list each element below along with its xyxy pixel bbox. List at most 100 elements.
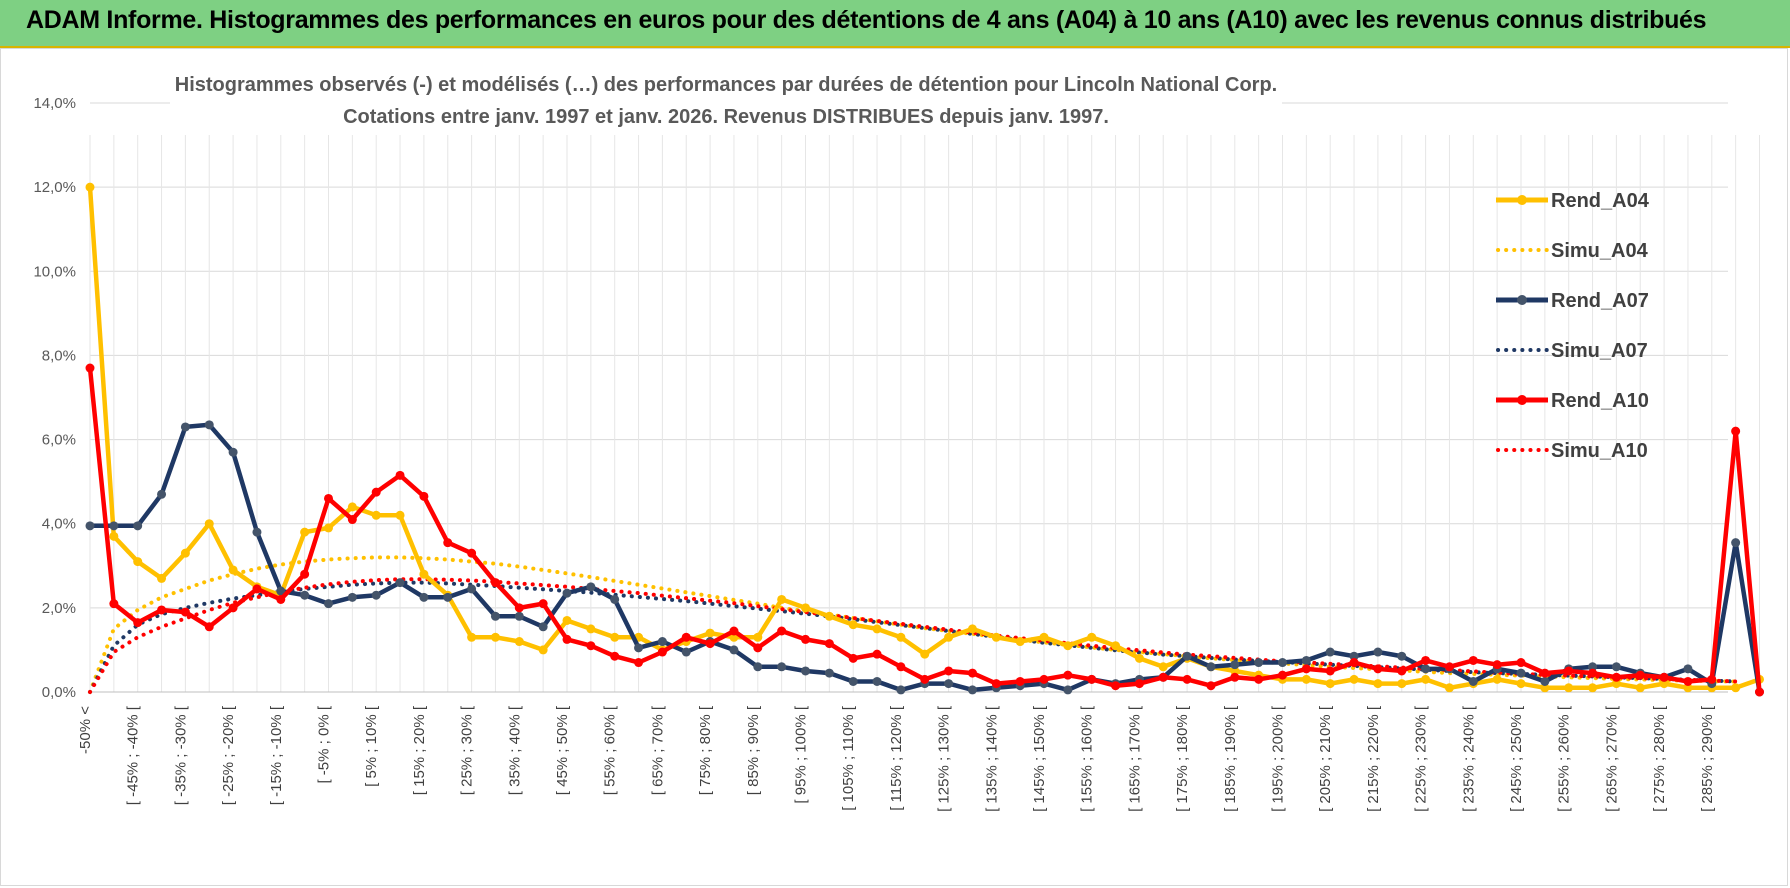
data-point bbox=[801, 634, 810, 644]
data-point bbox=[1373, 679, 1383, 689]
data-point bbox=[1492, 660, 1502, 670]
grid-lines bbox=[89, 102, 1760, 693]
data-point bbox=[1301, 655, 1311, 665]
data-point bbox=[85, 363, 95, 373]
data-point bbox=[538, 645, 548, 655]
data-point bbox=[1588, 668, 1598, 678]
legend-marker bbox=[1517, 195, 1527, 205]
chart-subtitle: Cotations entre janv. 1997 et janv. 2026… bbox=[343, 106, 1109, 128]
data-point bbox=[419, 592, 429, 602]
y-tick-label: 12,0% bbox=[33, 179, 76, 196]
data-point bbox=[729, 645, 739, 655]
data-point bbox=[1635, 683, 1645, 693]
legend-item-Simu_A07: Simu_A07 bbox=[1496, 340, 1648, 362]
data-point bbox=[1301, 674, 1311, 684]
chart-frame bbox=[0, 48, 1788, 886]
data-point bbox=[967, 668, 977, 678]
x-tick-label: [ -15% ; -10% [ bbox=[268, 705, 285, 805]
x-tick-label: [ 155% ; 160% [ bbox=[1079, 705, 1096, 812]
data-point bbox=[1278, 670, 1287, 680]
data-point bbox=[896, 662, 906, 672]
data-point bbox=[586, 641, 596, 651]
data-point bbox=[944, 679, 954, 689]
data-point bbox=[419, 491, 429, 501]
data-point bbox=[1611, 662, 1621, 672]
data-point bbox=[1039, 632, 1049, 642]
data-point bbox=[1397, 666, 1407, 676]
report-banner: ADAM Informe. Histogrammes des performan… bbox=[0, 0, 1790, 48]
data-point bbox=[347, 592, 357, 602]
data-point bbox=[1659, 679, 1669, 689]
legend: Rend_A04 Simu_A04 Rend_A07 Simu_A07 Rend_A10… bbox=[1496, 190, 1650, 462]
data-point bbox=[443, 538, 453, 548]
data-point bbox=[1134, 679, 1144, 689]
y-tick-label: 10,0% bbox=[33, 263, 76, 280]
data-point bbox=[824, 611, 834, 621]
data-point bbox=[1516, 668, 1526, 678]
x-tick-label: [ -25% ; -20% [ bbox=[220, 705, 237, 805]
x-tick-label: [ 125% ; 130% [ bbox=[936, 705, 953, 812]
data-point bbox=[1349, 651, 1359, 661]
data-point bbox=[634, 658, 644, 668]
data-point bbox=[157, 489, 167, 499]
data-point bbox=[371, 510, 381, 520]
data-point bbox=[490, 632, 500, 642]
data-point bbox=[490, 611, 500, 621]
chart-title: Histogrammes observés (-) et modélisés (… bbox=[175, 74, 1277, 96]
x-tick-label: [ 75% ; 80% [ bbox=[697, 705, 714, 795]
data-point bbox=[133, 557, 143, 567]
data-point bbox=[1015, 676, 1025, 686]
data-point bbox=[1349, 658, 1359, 668]
data-point bbox=[300, 569, 310, 579]
data-point bbox=[848, 653, 858, 663]
x-tick-label: [ 225% ; 230% [ bbox=[1413, 705, 1430, 812]
legend-label: Rend_A10 bbox=[1551, 390, 1649, 412]
data-point bbox=[824, 668, 834, 678]
data-point bbox=[753, 662, 763, 672]
y-tick-label: 6,0% bbox=[42, 432, 76, 449]
data-point bbox=[395, 470, 405, 480]
data-point bbox=[467, 548, 477, 558]
legend-label: Simu_A10 bbox=[1551, 440, 1648, 462]
series-Rend_A04 bbox=[85, 182, 1764, 693]
data-point bbox=[1039, 674, 1049, 684]
data-point bbox=[1540, 668, 1550, 678]
data-point bbox=[801, 666, 810, 676]
data-point bbox=[347, 515, 357, 525]
data-point bbox=[490, 578, 500, 588]
banner-title: ADAM Informe. Histogrammes des performan… bbox=[26, 6, 1707, 34]
x-tick-label: [ -35% ; -30% [ bbox=[172, 705, 189, 805]
data-point bbox=[1731, 538, 1741, 548]
data-point bbox=[1611, 672, 1621, 682]
data-point bbox=[1540, 676, 1550, 686]
series-line bbox=[88, 577, 1738, 694]
data-point bbox=[1087, 632, 1097, 642]
data-point bbox=[395, 578, 405, 588]
data-point bbox=[657, 647, 667, 657]
data-point bbox=[1564, 666, 1574, 676]
data-point bbox=[109, 521, 119, 531]
data-point bbox=[586, 582, 596, 592]
data-point bbox=[753, 643, 763, 653]
data-point bbox=[419, 569, 429, 579]
x-tick-label: [ 195% ; 200% [ bbox=[1269, 705, 1286, 812]
data-point bbox=[1731, 683, 1741, 693]
data-point bbox=[562, 588, 572, 598]
x-tick-label: -50% < bbox=[77, 706, 94, 754]
data-point bbox=[467, 584, 477, 594]
y-axis-ticks: 0,0% 2,0% 4,0% 6,0% 8,0% 10,0% 12,0% 14,0% bbox=[33, 95, 76, 701]
data-point bbox=[109, 531, 119, 541]
data-point bbox=[1516, 658, 1526, 668]
x-tick-label: [ -5% ; 0% [ bbox=[315, 705, 332, 783]
data-point bbox=[157, 573, 167, 583]
data-point bbox=[1707, 674, 1717, 684]
legend-label: Simu_A07 bbox=[1551, 340, 1648, 362]
x-tick-label: [ 115% ; 120% [ bbox=[888, 705, 905, 811]
x-tick-label: [ 255% ; 260% [ bbox=[1556, 705, 1573, 812]
y-tick-label: 8,0% bbox=[42, 347, 76, 364]
series-line bbox=[88, 555, 1738, 694]
data-point bbox=[729, 626, 739, 636]
data-point bbox=[1635, 670, 1645, 680]
